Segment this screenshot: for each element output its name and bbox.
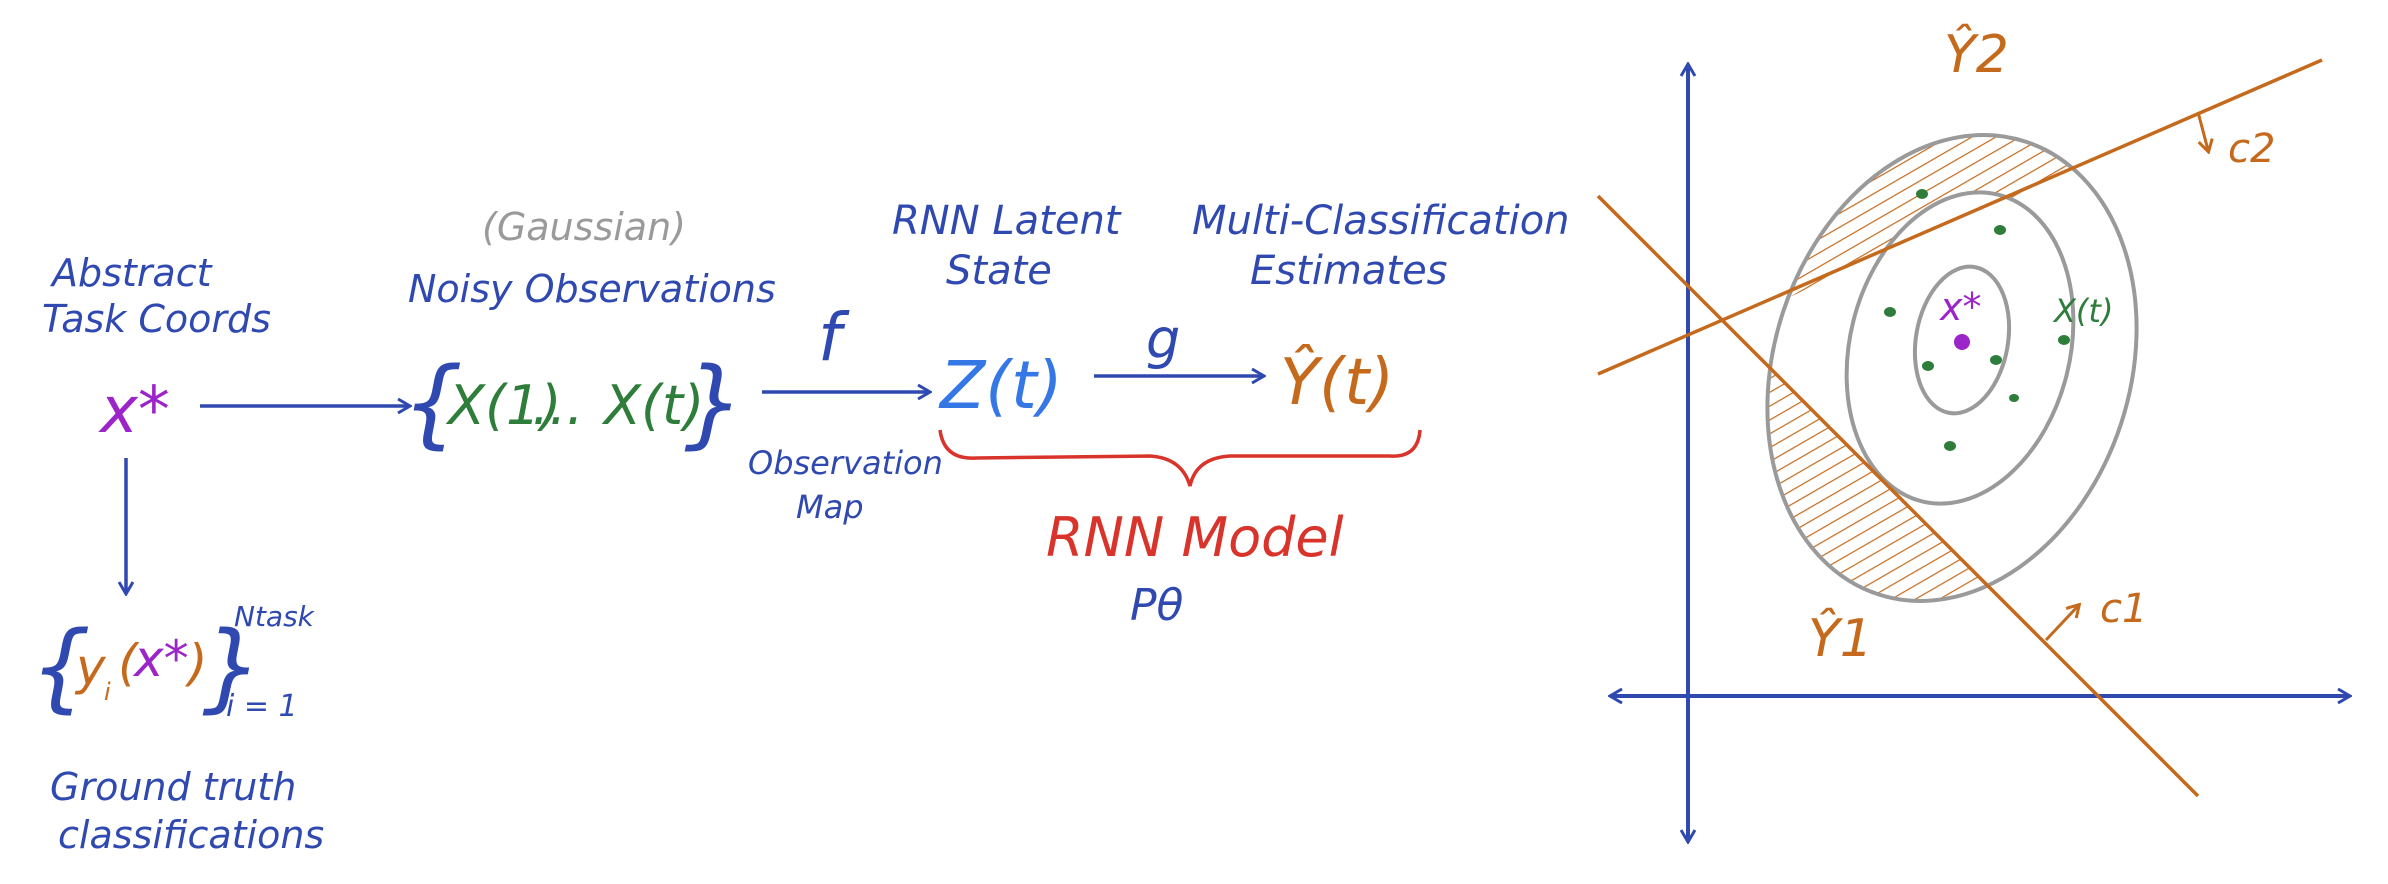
ground-truth-subscript: i = 1 xyxy=(226,689,298,724)
decision-line-c2 xyxy=(1597,58,2323,376)
left-flow-diagram: Abstract Task Coords x* (Gaussian) Noisy… xyxy=(30,198,1570,857)
gaussian-note: (Gaussian) xyxy=(482,205,686,249)
latent-z-t: Z(t) xyxy=(938,347,1063,424)
ground-truth-brace-left: { xyxy=(30,611,91,723)
observation-point xyxy=(1922,361,1934,371)
observation-xt: X(t) xyxy=(601,374,704,437)
observation-point xyxy=(1994,225,2006,235)
ground-truth-open-paren: ( xyxy=(118,634,140,692)
observation-map-line2: Map xyxy=(796,488,864,526)
observation-x1: X(1) xyxy=(445,374,561,437)
center-point xyxy=(1954,334,1970,350)
rnn-latent-label-line2: State xyxy=(946,248,1052,294)
observation-point xyxy=(1916,189,1928,199)
ground-truth-label-line1: Ground truth xyxy=(50,765,296,809)
observation-point xyxy=(2058,335,2070,345)
noisy-observations-label: Noisy Observations xyxy=(408,267,776,311)
observation-dots: ... xyxy=(532,374,584,437)
outer-ellipse xyxy=(1765,133,2139,603)
x-star-label: x* xyxy=(1939,285,1982,329)
decision-line-c1 xyxy=(1596,194,2200,798)
observation-point xyxy=(1884,307,1896,317)
observation-map-line1: Observation xyxy=(748,444,943,482)
multi-classification-line1: Multi-Classification xyxy=(1192,198,1570,244)
observations-brace-right: } xyxy=(684,347,745,459)
middle-ellipse xyxy=(1844,190,2076,506)
c2-normal-arrow xyxy=(2196,111,2208,150)
ground-truth-close-paren: ) xyxy=(184,634,208,692)
ground-truth-superscript: Ntask xyxy=(234,600,316,633)
abstract-label-line2: Task Coords xyxy=(42,297,271,341)
x-star-symbol: x* xyxy=(98,374,170,448)
ground-truth-y: y xyxy=(74,638,107,696)
observation-points xyxy=(1884,189,2070,451)
ground-truth-x-star: x* xyxy=(132,630,189,688)
y-hat-2-label: Ŷ2 xyxy=(1944,24,2009,85)
map-g-symbol: g xyxy=(1146,308,1180,371)
right-geometric-diagram: Ŷ2 Ŷ1 c2 c1 x* X(t) xyxy=(1596,24,2348,840)
x-t-label: X(t) xyxy=(2052,292,2113,330)
c1-label: c1 xyxy=(2100,586,2147,632)
rnn-model-brace xyxy=(938,429,1422,487)
observations-brace-left: { xyxy=(402,347,463,459)
y-hat-1-label: Ŷ1 xyxy=(1808,608,1873,669)
ground-truth-label-line2: classifications xyxy=(58,813,324,857)
rnn-latent-label-line1: RNN Latent xyxy=(892,198,1122,244)
observation-point xyxy=(1944,441,1956,451)
p-theta-label: Pθ xyxy=(1130,580,1184,631)
map-f-symbol: f xyxy=(818,299,850,376)
abstract-label-line1: Abstract xyxy=(49,251,214,295)
ground-truth-brace-right: } xyxy=(202,611,263,723)
ground-truth-y-subscript: i xyxy=(104,678,111,706)
c2-label: c2 xyxy=(2228,126,2275,172)
inner-ellipse xyxy=(1912,264,2012,416)
estimate-y-hat-t: Ŷ(t) xyxy=(1280,344,1394,420)
c1-normal-arrow xyxy=(2044,606,2078,642)
observation-point xyxy=(1990,355,2002,365)
rnn-model-label: RNN Model xyxy=(1046,506,1344,569)
observation-point xyxy=(2009,394,2019,402)
multi-classification-line2: Estimates xyxy=(1250,248,1448,294)
